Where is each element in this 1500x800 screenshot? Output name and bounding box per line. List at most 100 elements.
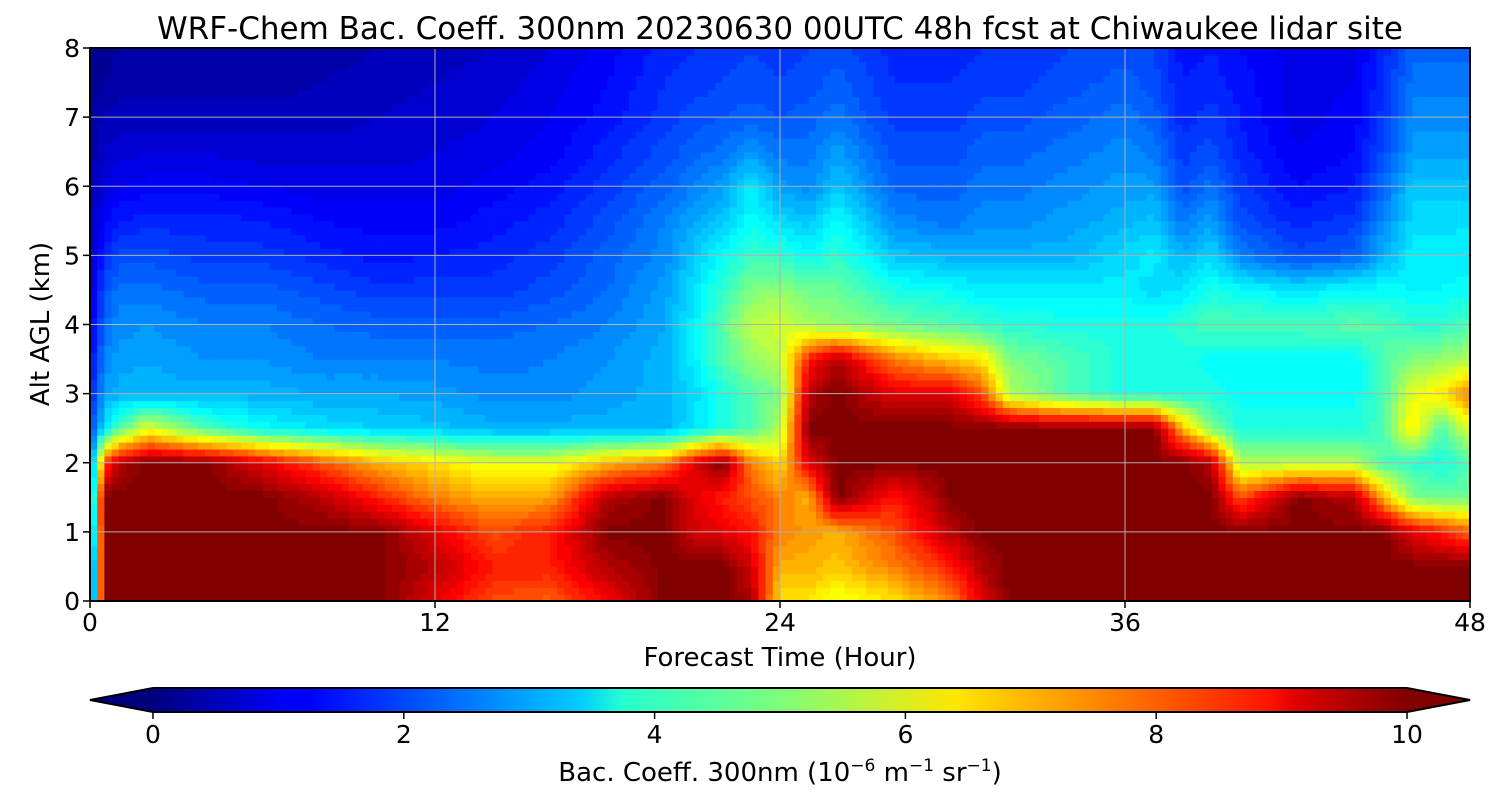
contour-cell <box>284 469 292 478</box>
contour-cell <box>377 531 386 540</box>
contour-cell <box>298 490 307 498</box>
contour-cell <box>729 490 738 498</box>
contour-cell <box>550 462 558 471</box>
contour-cell <box>1240 545 1248 554</box>
contour-cell <box>391 531 400 540</box>
contour-cell <box>355 462 364 471</box>
contour-cell <box>895 428 903 436</box>
contour-cell <box>1455 580 1464 588</box>
contour-cell <box>1160 531 1169 540</box>
contour-cell <box>1311 483 1320 491</box>
contour-cell <box>1168 442 1176 450</box>
contour-cell <box>722 587 731 595</box>
contour-cell <box>463 524 472 533</box>
contour-cell <box>154 594 163 601</box>
contour-cell <box>1405 483 1414 491</box>
contour-cell <box>744 469 752 478</box>
contour-cell <box>435 559 443 568</box>
contour-cell <box>1175 594 1184 601</box>
contour-cell <box>837 545 846 554</box>
contour-cell <box>1398 594 1406 601</box>
contour-cell <box>1340 469 1349 478</box>
contour-cell <box>97 552 105 561</box>
contour-cell <box>291 469 300 478</box>
contour-cell <box>1275 421 1284 429</box>
contour-cell <box>629 580 637 588</box>
contour-cell <box>478 455 486 464</box>
contour-cell <box>118 518 127 526</box>
contour-cell <box>1053 559 1061 568</box>
contour-cell <box>1045 469 1054 478</box>
contour-cell <box>1045 435 1054 443</box>
contour-cell <box>808 538 817 547</box>
contour-cell <box>161 469 170 478</box>
contour-cell <box>1045 462 1054 471</box>
contour-cell <box>262 524 271 533</box>
contour-cell <box>377 580 386 588</box>
contour-cell <box>801 511 810 519</box>
contour-cell <box>1225 490 1234 498</box>
contour-cell <box>1455 497 1464 505</box>
contour-cell <box>1290 462 1299 471</box>
contour-cell <box>1110 552 1119 561</box>
contour-cell <box>1347 580 1356 588</box>
contour-cell <box>391 552 400 561</box>
contour-cell <box>399 490 407 498</box>
contour-cell <box>1355 552 1363 561</box>
contour-cell <box>183 497 192 505</box>
contour-cell <box>212 442 220 450</box>
contour-cell <box>399 469 407 478</box>
contour-cell <box>413 504 422 512</box>
contour-cell <box>348 428 357 436</box>
contour-cell <box>499 518 508 526</box>
contour-cell <box>564 442 573 450</box>
contour-cell <box>945 497 954 505</box>
contour-cell <box>219 511 228 519</box>
contour-cell <box>550 490 558 498</box>
contour-cell <box>600 573 609 581</box>
contour-cell <box>981 428 990 436</box>
contour-cell <box>1175 587 1184 595</box>
contour-cell <box>1175 566 1184 574</box>
contour-cell <box>1081 435 1090 443</box>
contour-cell <box>406 421 415 429</box>
contour-cell <box>593 483 601 491</box>
contour-cell <box>1196 559 1205 568</box>
contour-cell <box>1390 511 1399 519</box>
contour-cell <box>1362 428 1370 436</box>
contour-cell <box>1333 552 1342 561</box>
contour-cell <box>104 442 113 450</box>
contour-cell <box>729 483 738 491</box>
contour-cell <box>233 476 242 485</box>
contour-cell <box>621 469 630 478</box>
contour-cell <box>686 428 695 436</box>
contour-cell <box>1103 531 1112 540</box>
contour-cell <box>614 483 623 491</box>
contour-cell <box>514 573 522 581</box>
contour-cell <box>851 476 860 485</box>
contour-cell <box>1096 435 1105 443</box>
contour-cell <box>485 462 494 471</box>
contour-cell <box>938 490 946 498</box>
contour-cell <box>665 545 673 554</box>
contour-cell <box>125 462 134 471</box>
contour-cell <box>700 511 709 519</box>
contour-cell <box>1045 559 1054 568</box>
contour-cell <box>334 504 343 512</box>
contour-cell <box>995 559 1004 568</box>
contour-cell <box>1067 580 1076 588</box>
contour-cell <box>1153 552 1162 561</box>
contour-cell <box>420 490 429 498</box>
contour-cell <box>1168 435 1176 443</box>
contour-cell <box>945 455 954 464</box>
contour-cell <box>837 518 846 526</box>
contour-cell <box>700 448 709 457</box>
contour-cell <box>1434 462 1442 471</box>
contour-cell <box>1067 428 1076 436</box>
contour-cell <box>212 483 220 491</box>
contour-cell <box>456 545 465 554</box>
contour-cell <box>435 448 443 457</box>
contour-cell <box>1211 483 1220 491</box>
contour-cell <box>902 428 910 436</box>
contour-cell <box>1132 552 1140 561</box>
